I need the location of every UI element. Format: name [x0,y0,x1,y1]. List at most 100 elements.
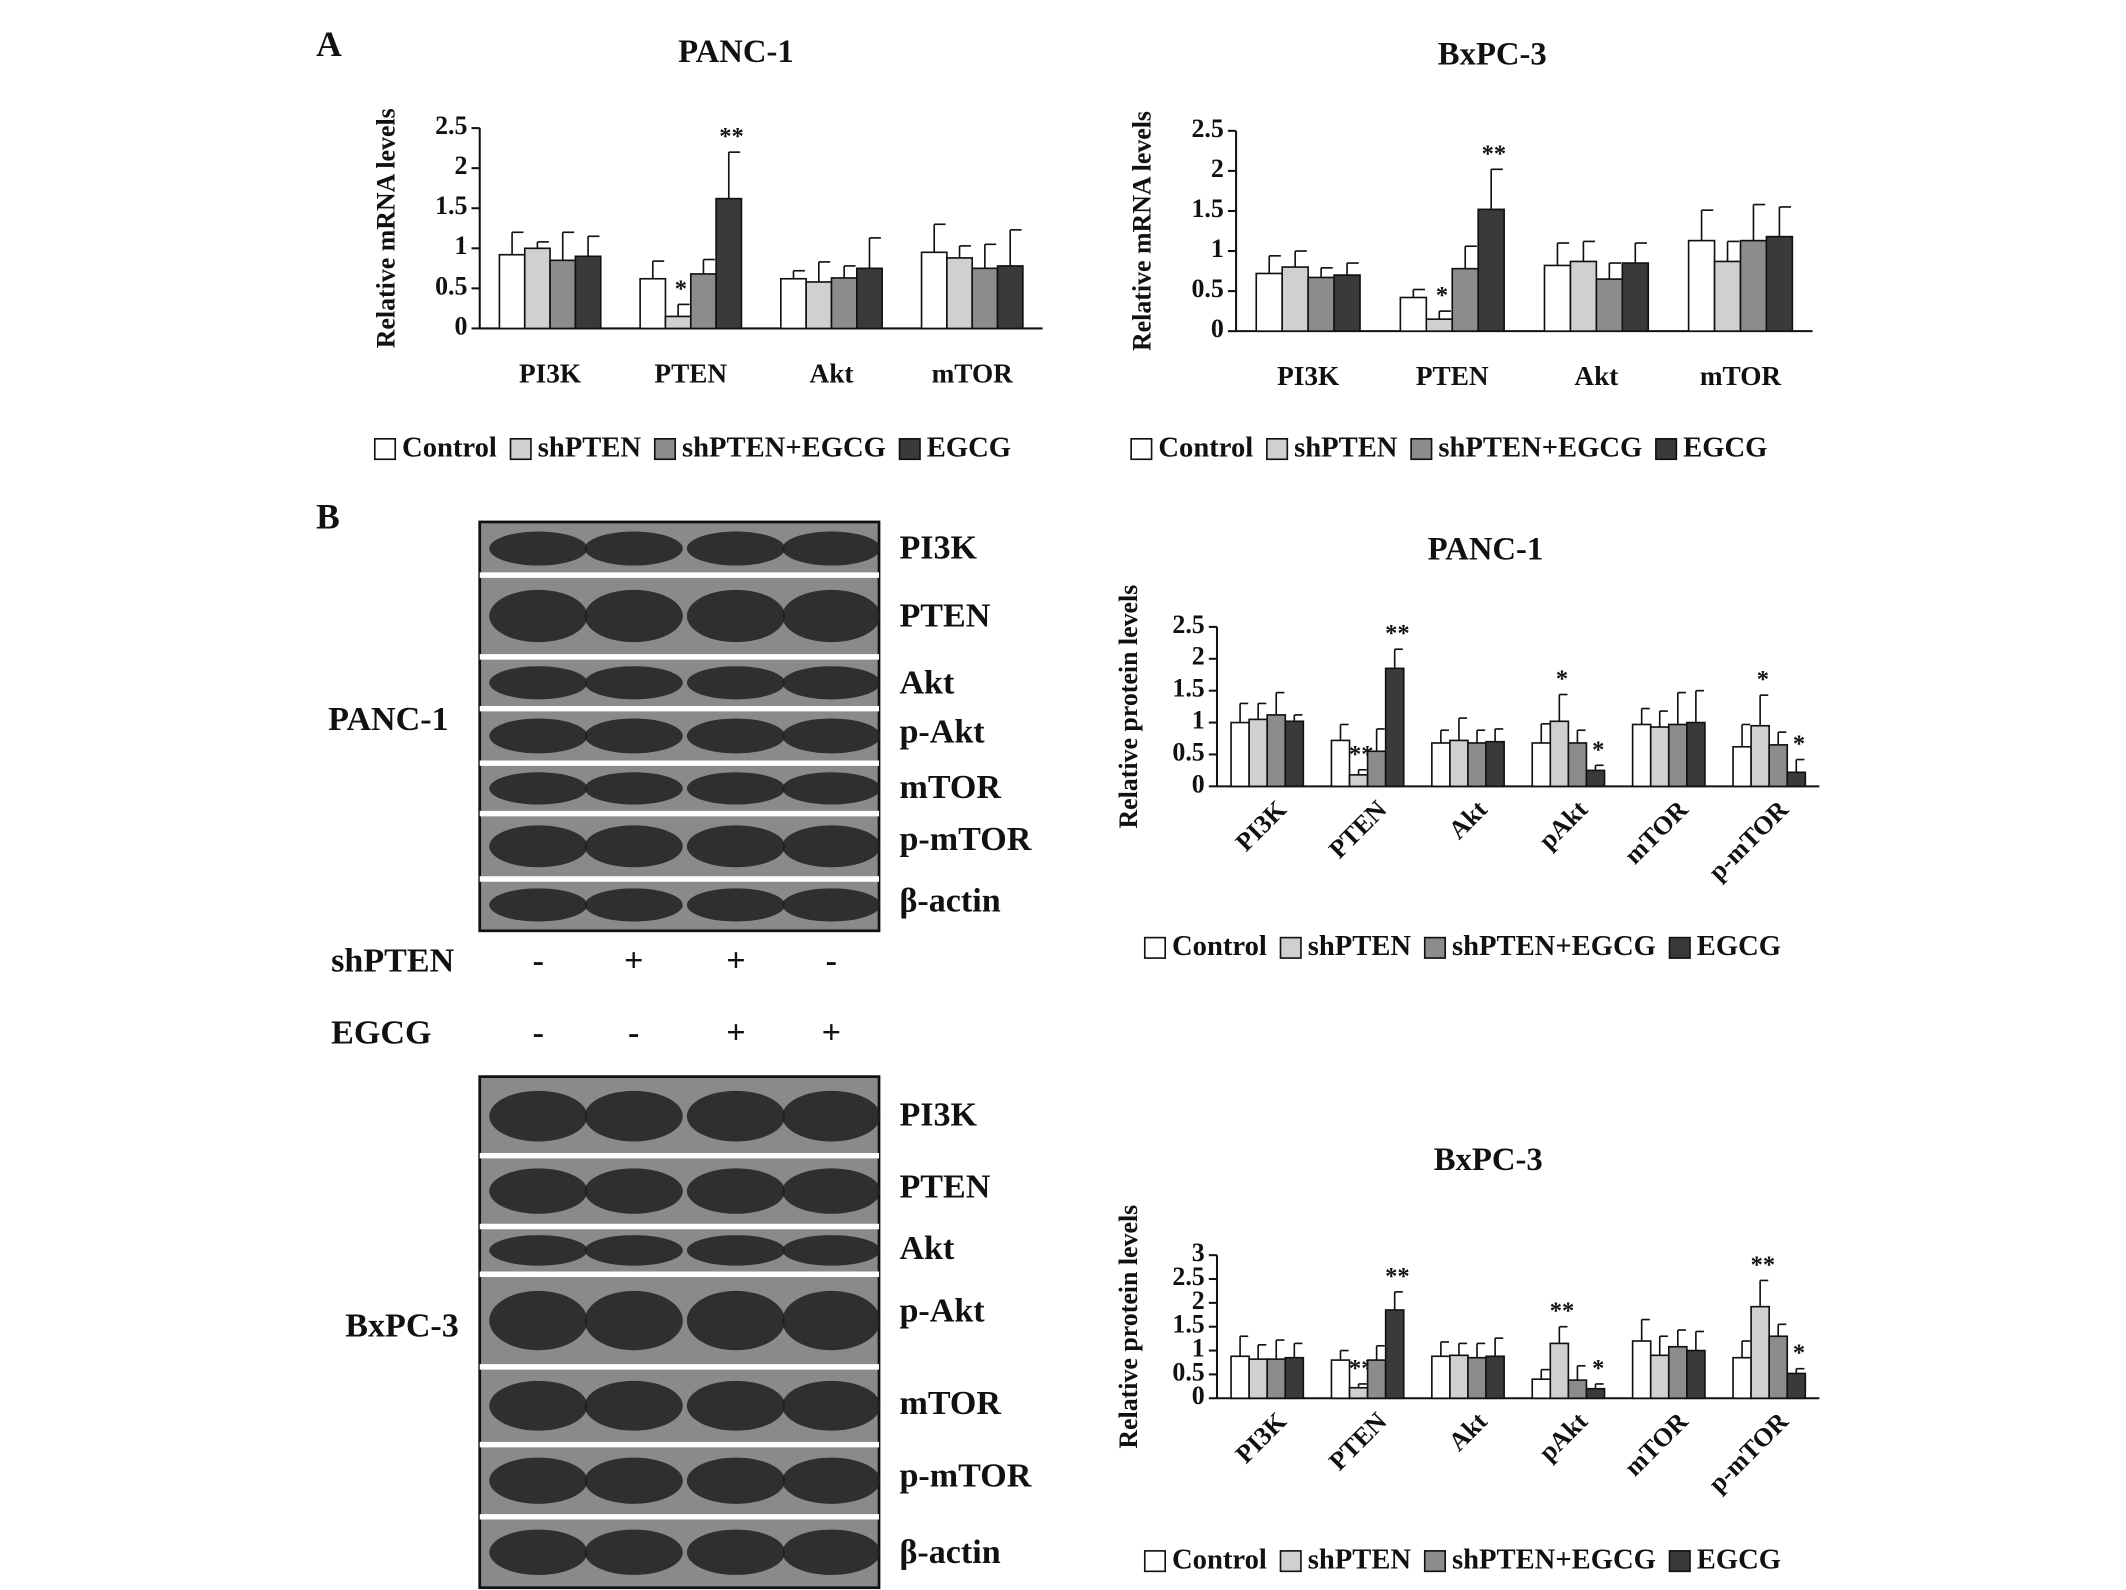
blot-label: p-Akt [899,1293,985,1330]
y-axis-label: Relative mRNA levels [1128,111,1157,351]
bar [1384,667,1405,788]
bar [1330,739,1351,788]
legend-swatch [1279,1550,1302,1573]
bar [1266,1358,1287,1400]
treatment-sign: + [822,1015,841,1052]
bar [1595,278,1624,332]
y-tick-label: 2.5 [1172,610,1204,639]
blot-band [686,1168,785,1214]
y-tick-label: 2 [1211,154,1224,183]
bar [1425,318,1454,332]
blot-band [686,1235,785,1266]
blot-label: PTEN [899,1169,990,1206]
blot-band [489,1090,588,1142]
blot-band [584,666,683,700]
blot-band [584,718,683,754]
blot-band [686,589,785,643]
bar [1649,1354,1670,1400]
blot-band [489,531,588,566]
blot-band [584,888,683,922]
y-tick-label: 2.5 [1191,114,1223,143]
blot-band [584,772,683,805]
blot-band [782,888,881,922]
treatment-sign: - [826,942,837,979]
bar [1451,267,1480,332]
bar [1333,274,1361,332]
bar [1585,769,1606,788]
bar [1732,1356,1752,1400]
bar [1686,1349,1706,1400]
bar [1765,235,1794,332]
bar [1266,714,1287,788]
bar [920,251,948,330]
blot-band [489,718,588,754]
x-tick-label: PTEN [1323,795,1393,865]
blot-label: β-actin [899,882,1000,919]
bar [1255,272,1284,332]
blot-band [782,772,881,805]
bar [1399,296,1428,332]
blot-band [782,1290,881,1351]
legend-label: shPTEN [1308,931,1412,962]
treatment-sign: - [533,942,544,979]
legend-label: EGCG [1697,931,1781,962]
legend-swatch [1668,1550,1691,1573]
blot-band [489,1529,588,1575]
x-tick-label: pAkt [1533,794,1593,854]
blot-band [489,1235,588,1266]
x-tick-label: p-mTOR [1703,1406,1795,1498]
significance-mark: ** [1550,1298,1575,1325]
legend-swatch [1410,438,1433,461]
x-tick-label: PTEN [1323,1406,1393,1476]
significance-mark: * [1757,666,1769,693]
cell-line-label: PANC-1 [328,701,448,738]
bar [1686,721,1706,788]
legend-label: EGCG [1697,1544,1781,1575]
legend-swatch [1423,1550,1447,1573]
y-axis-label: Relative protein levels [1114,1205,1143,1449]
bar [1531,1378,1552,1400]
significance-mark: * [1793,731,1805,758]
blot-label: Akt [899,664,955,701]
chart-title: PANC-1 [678,34,794,70]
blot-band [782,666,881,700]
blot-label: PTEN [899,598,990,635]
blot-band [782,1380,881,1431]
bar [1348,1386,1369,1400]
legend-label: shPTEN+EGCG [682,432,886,463]
y-axis-label: Relative mRNA levels [371,108,400,348]
bar [1649,726,1670,788]
blot-label: mTOR [899,1385,1001,1422]
bar [1284,720,1305,788]
bar [780,277,807,330]
bar [1477,208,1505,332]
legend-swatch [1266,438,1289,461]
blot-band [686,531,785,566]
bar [1284,1356,1305,1400]
blot-band [686,1380,785,1431]
blot-band [686,666,785,700]
blot-band [584,589,683,643]
bar [1531,742,1552,788]
legend-swatch [1130,438,1153,461]
y-tick-label: 0 [1211,314,1224,343]
y-tick-label: 1.5 [435,191,467,220]
blot-band [782,1168,881,1214]
bar [715,197,743,330]
treatment-sign: - [628,1015,639,1052]
bar [1366,1359,1387,1400]
bar [1449,739,1469,788]
blot-label: PI3K [899,1096,977,1133]
bar [1348,774,1369,788]
bar [1485,1355,1505,1400]
y-tick-label: 3 [1192,1238,1205,1267]
blot-label: p-mTOR [899,821,1031,858]
bar [946,257,974,330]
bar [830,277,858,330]
blot-band [686,1457,785,1504]
blot-label: β-actin [899,1534,1000,1571]
bar [1768,744,1789,788]
blot-label: p-Akt [899,713,985,750]
bar [574,255,602,330]
significance-mark: * [1793,1340,1805,1367]
